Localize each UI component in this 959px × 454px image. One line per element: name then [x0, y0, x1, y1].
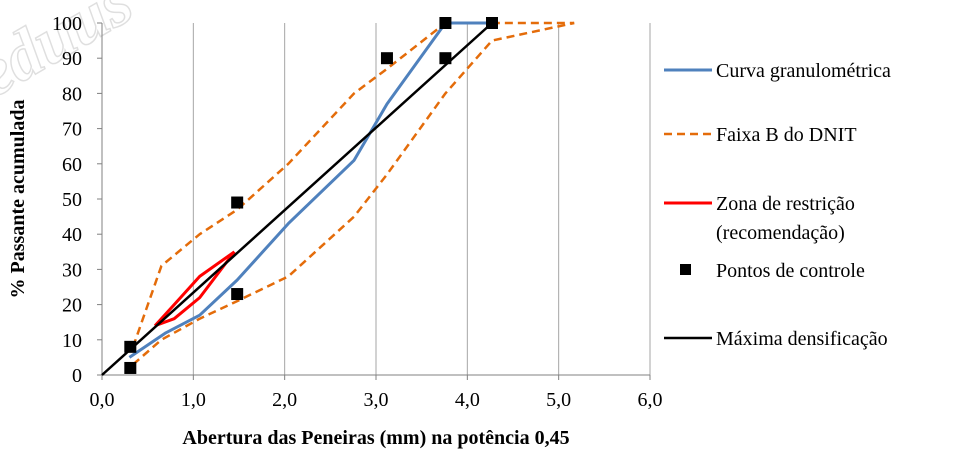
legend-item: Zona de restrição (recomendação) [664, 193, 855, 244]
legend-label: Pontos de controle [716, 260, 865, 282]
series-line [131, 21, 575, 348]
series-line [101, 22, 493, 376]
y-tick-label: 10 [62, 330, 82, 352]
axes [97, 22, 651, 380]
legend-item: Pontos de controle [680, 260, 865, 282]
y-axis-label: % Passante acumulada [7, 100, 29, 299]
series-line [128, 21, 492, 359]
y-tick-label: 50 [62, 189, 82, 211]
series-line [132, 21, 575, 366]
legend-label: Curva granulométrica [716, 60, 891, 82]
control-point-marker [124, 361, 137, 374]
grid-lines [192, 23, 651, 375]
control-point-marker [231, 288, 244, 301]
y-tick-label: 20 [62, 295, 82, 317]
legend-label: (recomendação) [716, 222, 845, 244]
control-point-marker [231, 196, 244, 209]
y-tick-label: 30 [62, 259, 82, 281]
series-line [153, 250, 236, 327]
control-point-marker [380, 52, 393, 65]
series-line [154, 250, 236, 328]
y-tick-label: 0 [72, 365, 82, 387]
x-tick-label: 1,0 [181, 389, 206, 411]
control-point-marker [485, 17, 498, 29]
x-tick-labels: 0,0 1,0 2,0 3,0 4,0 5,0 6,0 [90, 389, 663, 411]
x-tick-label: 5,0 [546, 389, 571, 411]
series-layer [101, 17, 575, 376]
control-point-marker [439, 17, 452, 29]
legend-item: Faixa B do DNIT [664, 124, 857, 146]
x-tick-label: 2,0 [272, 389, 297, 411]
legend-label: Máxima densificação [716, 328, 888, 350]
legend-label: Zona de restrição [716, 193, 855, 215]
legend-label: Faixa B do DNIT [716, 124, 857, 146]
legend-marker [680, 264, 691, 275]
y-tick-label: 70 [62, 119, 82, 141]
control-point-marker [439, 52, 452, 65]
y-tick-label: 40 [62, 224, 82, 246]
x-tick-label: 3,0 [364, 389, 389, 411]
y-tick-labels: 0 10 20 30 40 50 60 70 80 90 100 [52, 13, 82, 387]
legend-item: Máxima densificação [664, 328, 888, 350]
legend: Curva granulométrica Faixa B do DNIT Zona … [664, 60, 891, 350]
legend-item: Curva granulométrica [664, 60, 891, 82]
x-tick-label: 0,0 [90, 389, 115, 411]
y-tick-label: 90 [62, 48, 82, 70]
x-axis-label: Abertura das Peneiras (mm) na potência 0… [182, 427, 569, 449]
control-point-marker [124, 340, 137, 353]
y-tick-label: 100 [52, 13, 82, 35]
x-tick-label: 6,0 [638, 389, 663, 411]
x-tick-label: 4,0 [455, 389, 480, 411]
y-tick-label: 80 [62, 83, 82, 105]
y-tick-label: 60 [62, 154, 82, 176]
